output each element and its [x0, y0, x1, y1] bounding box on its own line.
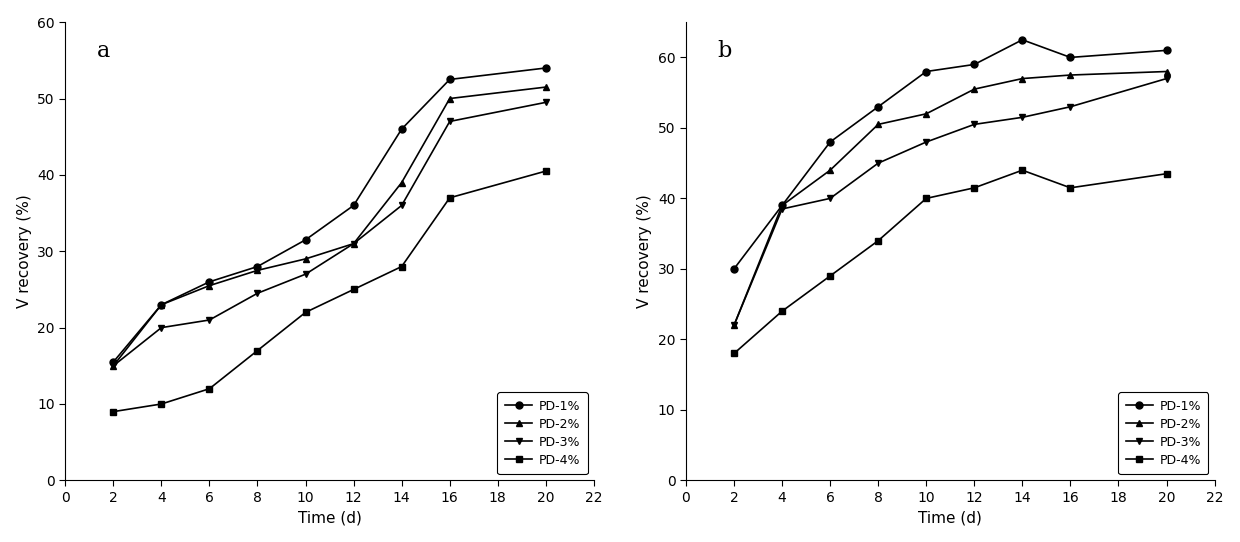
PD-4% [154, 401, 169, 407]
PD-2% [394, 179, 409, 186]
PD-4% [346, 286, 361, 293]
PD-3% [727, 322, 742, 328]
PD-1% [1159, 47, 1174, 54]
PD-3% [346, 240, 361, 247]
PD-4% [202, 385, 217, 392]
PD-2% [538, 84, 553, 91]
PD-4% [870, 237, 885, 244]
Y-axis label: V recovery (%): V recovery (%) [16, 195, 32, 308]
Legend: PD-1%, PD-2%, PD-3%, PD-4%: PD-1%, PD-2%, PD-3%, PD-4% [497, 392, 588, 474]
PD-3% [870, 160, 885, 166]
PD-2% [1014, 75, 1029, 82]
PD-1% [105, 359, 120, 365]
PD-3% [919, 139, 934, 145]
PD-1% [967, 61, 982, 68]
PD-1% [250, 263, 265, 270]
PD-2% [775, 202, 790, 209]
PD-3% [822, 195, 837, 202]
PD-3% [1014, 114, 1029, 120]
Text: a: a [97, 41, 110, 62]
Line: PD-2%: PD-2% [730, 68, 1171, 329]
PD-1% [202, 279, 217, 285]
PD-1% [822, 139, 837, 145]
PD-1% [1014, 36, 1029, 43]
X-axis label: Time (d): Time (d) [919, 511, 982, 525]
PD-1% [154, 301, 169, 308]
PD-1% [394, 126, 409, 132]
PD-3% [250, 290, 265, 296]
PD-4% [919, 195, 934, 202]
Line: PD-3%: PD-3% [110, 99, 549, 369]
PD-4% [1014, 167, 1029, 173]
PD-1% [870, 104, 885, 110]
Line: PD-1%: PD-1% [730, 36, 1171, 273]
PD-1% [919, 68, 934, 75]
PD-2% [202, 282, 217, 289]
Text: b: b [718, 41, 732, 62]
PD-3% [775, 206, 790, 212]
Legend: PD-1%, PD-2%, PD-3%, PD-4%: PD-1%, PD-2%, PD-3%, PD-4% [1118, 392, 1208, 474]
Line: PD-4%: PD-4% [730, 167, 1171, 357]
PD-2% [250, 267, 265, 274]
PD-3% [298, 271, 312, 278]
Y-axis label: V recovery (%): V recovery (%) [637, 195, 652, 308]
PD-2% [967, 86, 982, 92]
PD-1% [443, 76, 458, 83]
PD-3% [1063, 104, 1078, 110]
PD-3% [1159, 75, 1174, 82]
PD-4% [822, 273, 837, 279]
X-axis label: Time (d): Time (d) [298, 511, 362, 525]
PD-3% [105, 363, 120, 369]
PD-2% [154, 301, 169, 308]
PD-3% [154, 324, 169, 331]
Line: PD-2%: PD-2% [110, 83, 549, 369]
PD-4% [250, 347, 265, 354]
PD-4% [967, 185, 982, 191]
PD-4% [443, 195, 458, 201]
PD-2% [298, 256, 312, 262]
PD-4% [105, 408, 120, 415]
PD-2% [443, 95, 458, 102]
PD-1% [538, 64, 553, 71]
PD-3% [443, 118, 458, 125]
PD-2% [727, 322, 742, 328]
PD-2% [105, 363, 120, 369]
PD-2% [919, 111, 934, 117]
PD-1% [346, 202, 361, 209]
PD-3% [202, 317, 217, 323]
PD-2% [1063, 72, 1078, 78]
PD-4% [727, 350, 742, 357]
PD-3% [538, 99, 553, 106]
PD-4% [298, 309, 312, 315]
PD-1% [1063, 54, 1078, 61]
Line: PD-4%: PD-4% [110, 167, 549, 415]
PD-4% [538, 168, 553, 175]
PD-4% [1159, 171, 1174, 177]
PD-2% [870, 121, 885, 127]
PD-4% [775, 308, 790, 314]
PD-2% [822, 167, 837, 173]
PD-3% [967, 121, 982, 127]
PD-1% [727, 266, 742, 272]
PD-4% [1063, 185, 1078, 191]
Line: PD-1%: PD-1% [110, 64, 549, 365]
PD-4% [394, 263, 409, 270]
Line: PD-3%: PD-3% [730, 75, 1171, 329]
PD-2% [1159, 68, 1174, 75]
PD-3% [394, 202, 409, 209]
PD-1% [298, 236, 312, 243]
PD-2% [346, 240, 361, 247]
PD-1% [775, 202, 790, 209]
